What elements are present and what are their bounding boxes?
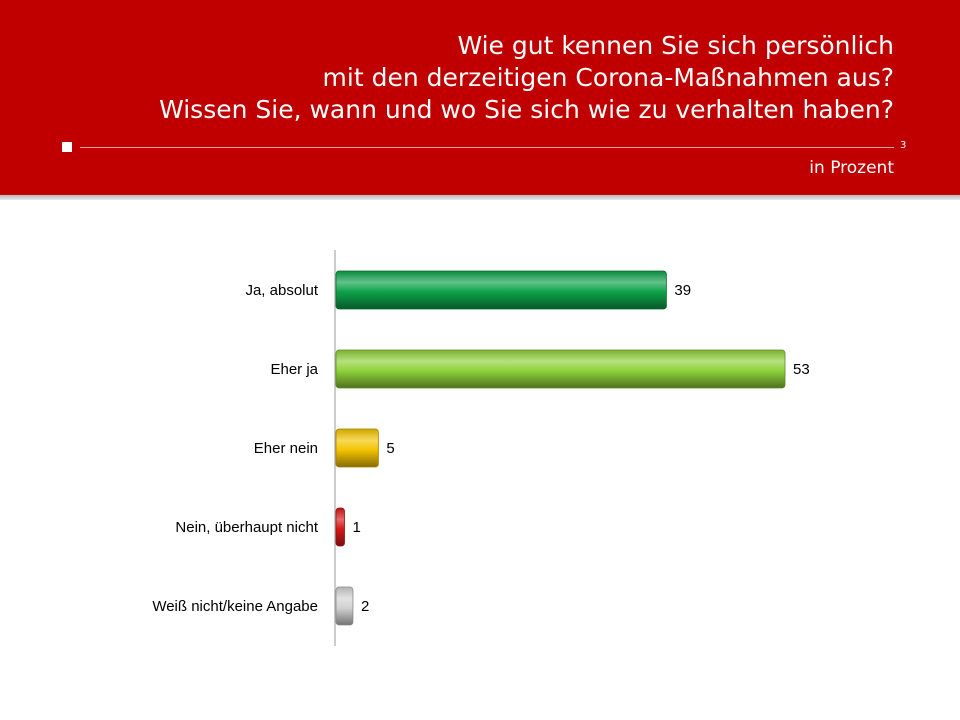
bar-5 [335,586,354,626]
value-label-1: 39 [674,282,691,299]
value-label-2: 53 [793,361,810,378]
chart-title: Wie gut kennen Sie sich persönlich mit d… [34,30,894,126]
bar-3 [335,428,379,468]
bar-1 [335,270,667,310]
header-divider [0,195,960,200]
page-number: 3 [900,140,907,151]
category-label-3: Eher nein [254,440,318,457]
category-label-5: Weiß nicht/keine Angabe [152,598,318,615]
title-line-1: Wie gut kennen Sie sich persönlich [457,31,894,60]
value-label-3: 5 [386,440,394,457]
header-rule [80,147,894,148]
category-label-2: Eher ja [270,361,318,378]
square-bullet-icon [62,142,72,152]
unit-label: in Prozent [809,158,894,178]
category-label-4: Nein, überhaupt nicht [175,519,318,536]
title-line-2: mit den derzeitigen Corona-Maßnahmen aus… [322,63,894,92]
value-label-4: 1 [352,519,360,536]
bar-4 [335,507,345,547]
title-line-3: Wissen Sie, wann und wo Sie sich wie zu … [159,95,894,124]
bar-2 [335,349,786,389]
header-banner [0,0,960,195]
value-label-5: 2 [361,598,369,615]
category-label-1: Ja, absolut [245,282,318,299]
